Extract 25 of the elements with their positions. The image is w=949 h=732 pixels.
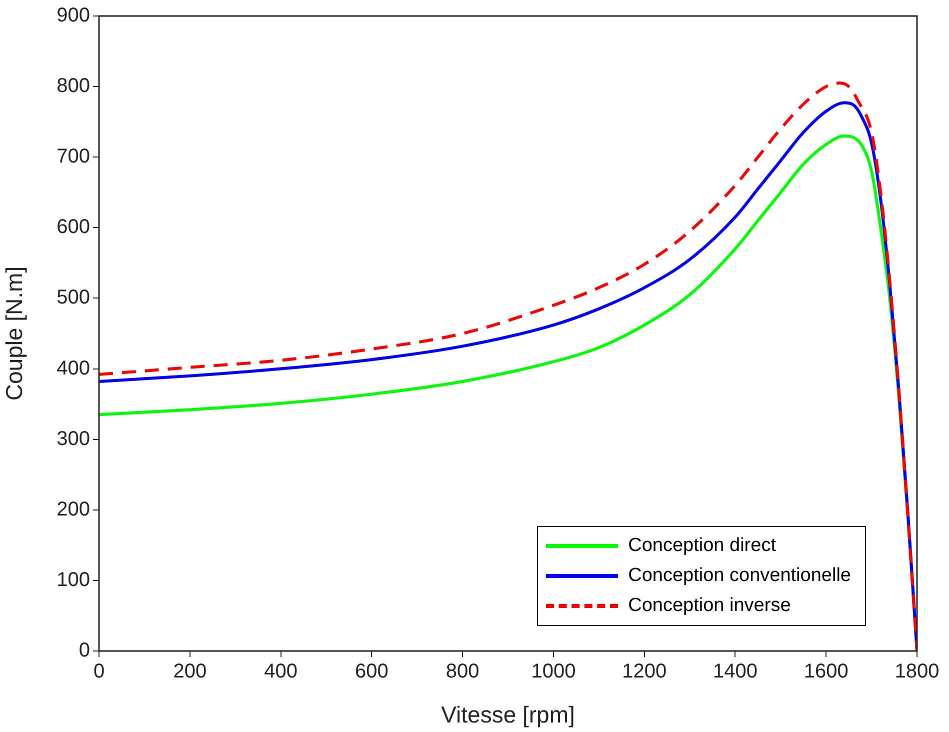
x-tick-label: 800 bbox=[446, 660, 480, 683]
y-tick-label: 800 bbox=[56, 75, 90, 98]
x-tick-label: 400 bbox=[264, 660, 298, 683]
y-axis-title: Couple [N.m] bbox=[1, 266, 28, 401]
x-tick-label: 1800 bbox=[894, 660, 940, 683]
y-tick-label: 100 bbox=[56, 568, 90, 591]
x-tick-label: 200 bbox=[173, 660, 207, 683]
y-tick-label: 900 bbox=[56, 4, 90, 27]
x-tick-label: 1400 bbox=[712, 660, 758, 683]
y-tick-label: 200 bbox=[56, 498, 90, 520]
y-tick-label: 600 bbox=[56, 216, 90, 238]
x-tick-label: 1000 bbox=[531, 660, 576, 683]
y-tick-label: 700 bbox=[56, 146, 90, 168]
x-tick-label: 1600 bbox=[804, 660, 848, 683]
legend-label: Conception conventionelle bbox=[628, 565, 851, 587]
y-tick-label: 300 bbox=[56, 428, 90, 450]
x-tick-label: 600 bbox=[354, 660, 388, 683]
y-tick-label: 400 bbox=[56, 357, 90, 380]
x-axis-title: Vitesse [rpm] bbox=[441, 702, 575, 728]
legend-label: Conception inverse bbox=[628, 595, 791, 617]
y-tick-label: 0 bbox=[78, 640, 90, 662]
legend-label: Conception direct bbox=[628, 535, 776, 557]
x-tick-label: 0 bbox=[93, 660, 105, 683]
y-tick-label: 500 bbox=[56, 286, 90, 309]
x-tick-label: 1200 bbox=[622, 660, 667, 683]
